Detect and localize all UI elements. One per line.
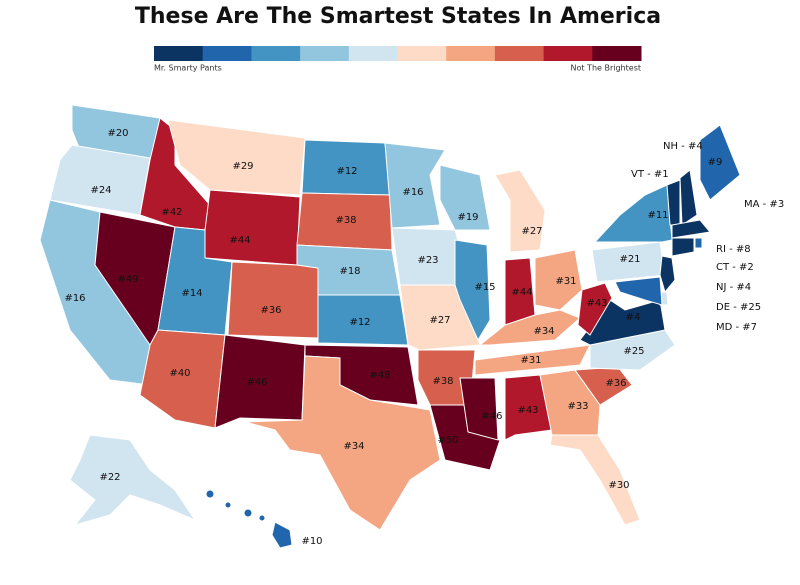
state-label: MA - #3 xyxy=(744,199,784,210)
island xyxy=(205,489,215,499)
state-label: #36 xyxy=(605,378,626,389)
state xyxy=(539,369,601,436)
state-label: #34 xyxy=(533,326,554,337)
state xyxy=(699,124,741,201)
state-label: #46 xyxy=(246,377,267,388)
state xyxy=(504,374,553,441)
state-label: #34 xyxy=(343,441,364,452)
state xyxy=(478,309,581,346)
state xyxy=(614,276,663,306)
state-label: #42 xyxy=(161,207,182,218)
state xyxy=(659,255,676,294)
state-label: #48 xyxy=(369,370,390,381)
legend-swatch xyxy=(300,46,350,61)
state-label: VT - #1 xyxy=(631,169,669,180)
state-label: #44 xyxy=(511,287,532,298)
state-label: MD - #7 xyxy=(716,322,757,333)
state xyxy=(671,219,711,239)
state-label: #22 xyxy=(99,472,120,483)
state-label: #46 xyxy=(481,411,502,422)
state xyxy=(204,189,301,266)
state-label: #31 xyxy=(520,355,541,366)
state xyxy=(494,169,546,253)
state xyxy=(167,119,306,196)
state-label: #19 xyxy=(457,212,478,223)
state-label: #14 xyxy=(181,288,202,299)
state-label: #29 xyxy=(232,161,253,172)
state xyxy=(454,239,491,342)
state xyxy=(549,434,641,526)
state xyxy=(474,344,591,376)
state xyxy=(244,355,441,531)
state-label: #31 xyxy=(555,276,576,287)
title: These Are The Smartest States In America xyxy=(135,4,661,29)
state-label: #33 xyxy=(567,401,588,412)
state-label: #12 xyxy=(349,317,370,328)
state-label: #50 xyxy=(437,435,458,446)
state-label: #43 xyxy=(517,405,538,416)
state-label: #40 xyxy=(169,368,190,379)
state-label: #4 xyxy=(626,312,641,323)
legend-swatch xyxy=(397,46,447,61)
state-label: #44 xyxy=(229,235,250,246)
legend-swatch xyxy=(251,46,301,61)
legend-swatch xyxy=(543,46,593,61)
state-label: #16 xyxy=(402,187,423,198)
state-label: #18 xyxy=(339,266,360,277)
state-label: #38 xyxy=(335,215,356,226)
state-label: #23 xyxy=(417,255,438,266)
state xyxy=(439,164,491,231)
state-label: NH - #4 xyxy=(663,141,703,152)
state xyxy=(384,142,446,229)
state-label: RI - #8 xyxy=(716,244,751,255)
state-label: #43 xyxy=(586,298,607,309)
legend-swatch xyxy=(154,46,204,61)
state xyxy=(214,334,306,429)
state xyxy=(679,169,698,226)
state-label: #10 xyxy=(301,536,322,547)
legend-swatch xyxy=(202,46,252,61)
state xyxy=(459,377,499,441)
state-label: CT - #2 xyxy=(716,262,754,273)
state-label: DE - #25 xyxy=(716,302,761,313)
state-label: #9 xyxy=(708,157,723,168)
state xyxy=(694,237,703,249)
state-label: #11 xyxy=(647,210,668,221)
state xyxy=(49,144,151,216)
state xyxy=(534,249,583,311)
state xyxy=(271,521,293,549)
state xyxy=(671,237,695,257)
state-label: #12 xyxy=(336,166,357,177)
state-label: #30 xyxy=(608,480,629,491)
state-label: #21 xyxy=(619,254,640,265)
legend-left-label: Mr. Smarty Pants xyxy=(154,64,222,73)
state xyxy=(227,261,319,339)
state-label: #20 xyxy=(107,128,128,139)
state-label: #25 xyxy=(623,346,644,357)
state-label: #38 xyxy=(432,376,453,387)
legend-right-label: Not The Brightest xyxy=(571,64,642,73)
state xyxy=(69,434,197,526)
state-label: #16 xyxy=(64,293,85,304)
state xyxy=(577,282,613,336)
legend-swatch xyxy=(592,46,642,61)
state-label: NJ - #4 xyxy=(716,282,751,293)
legend-swatch xyxy=(446,46,496,61)
state-label: #24 xyxy=(90,185,111,196)
state xyxy=(139,329,226,429)
legend-swatch xyxy=(348,46,398,61)
island xyxy=(258,514,266,522)
state-label: #49 xyxy=(117,274,138,285)
state-label: #36 xyxy=(260,305,281,316)
state-label: #15 xyxy=(474,282,495,293)
island xyxy=(224,501,232,509)
state-label: #27 xyxy=(429,315,450,326)
state-label: #27 xyxy=(521,226,542,237)
legend-swatch xyxy=(494,46,545,61)
island xyxy=(243,508,253,518)
